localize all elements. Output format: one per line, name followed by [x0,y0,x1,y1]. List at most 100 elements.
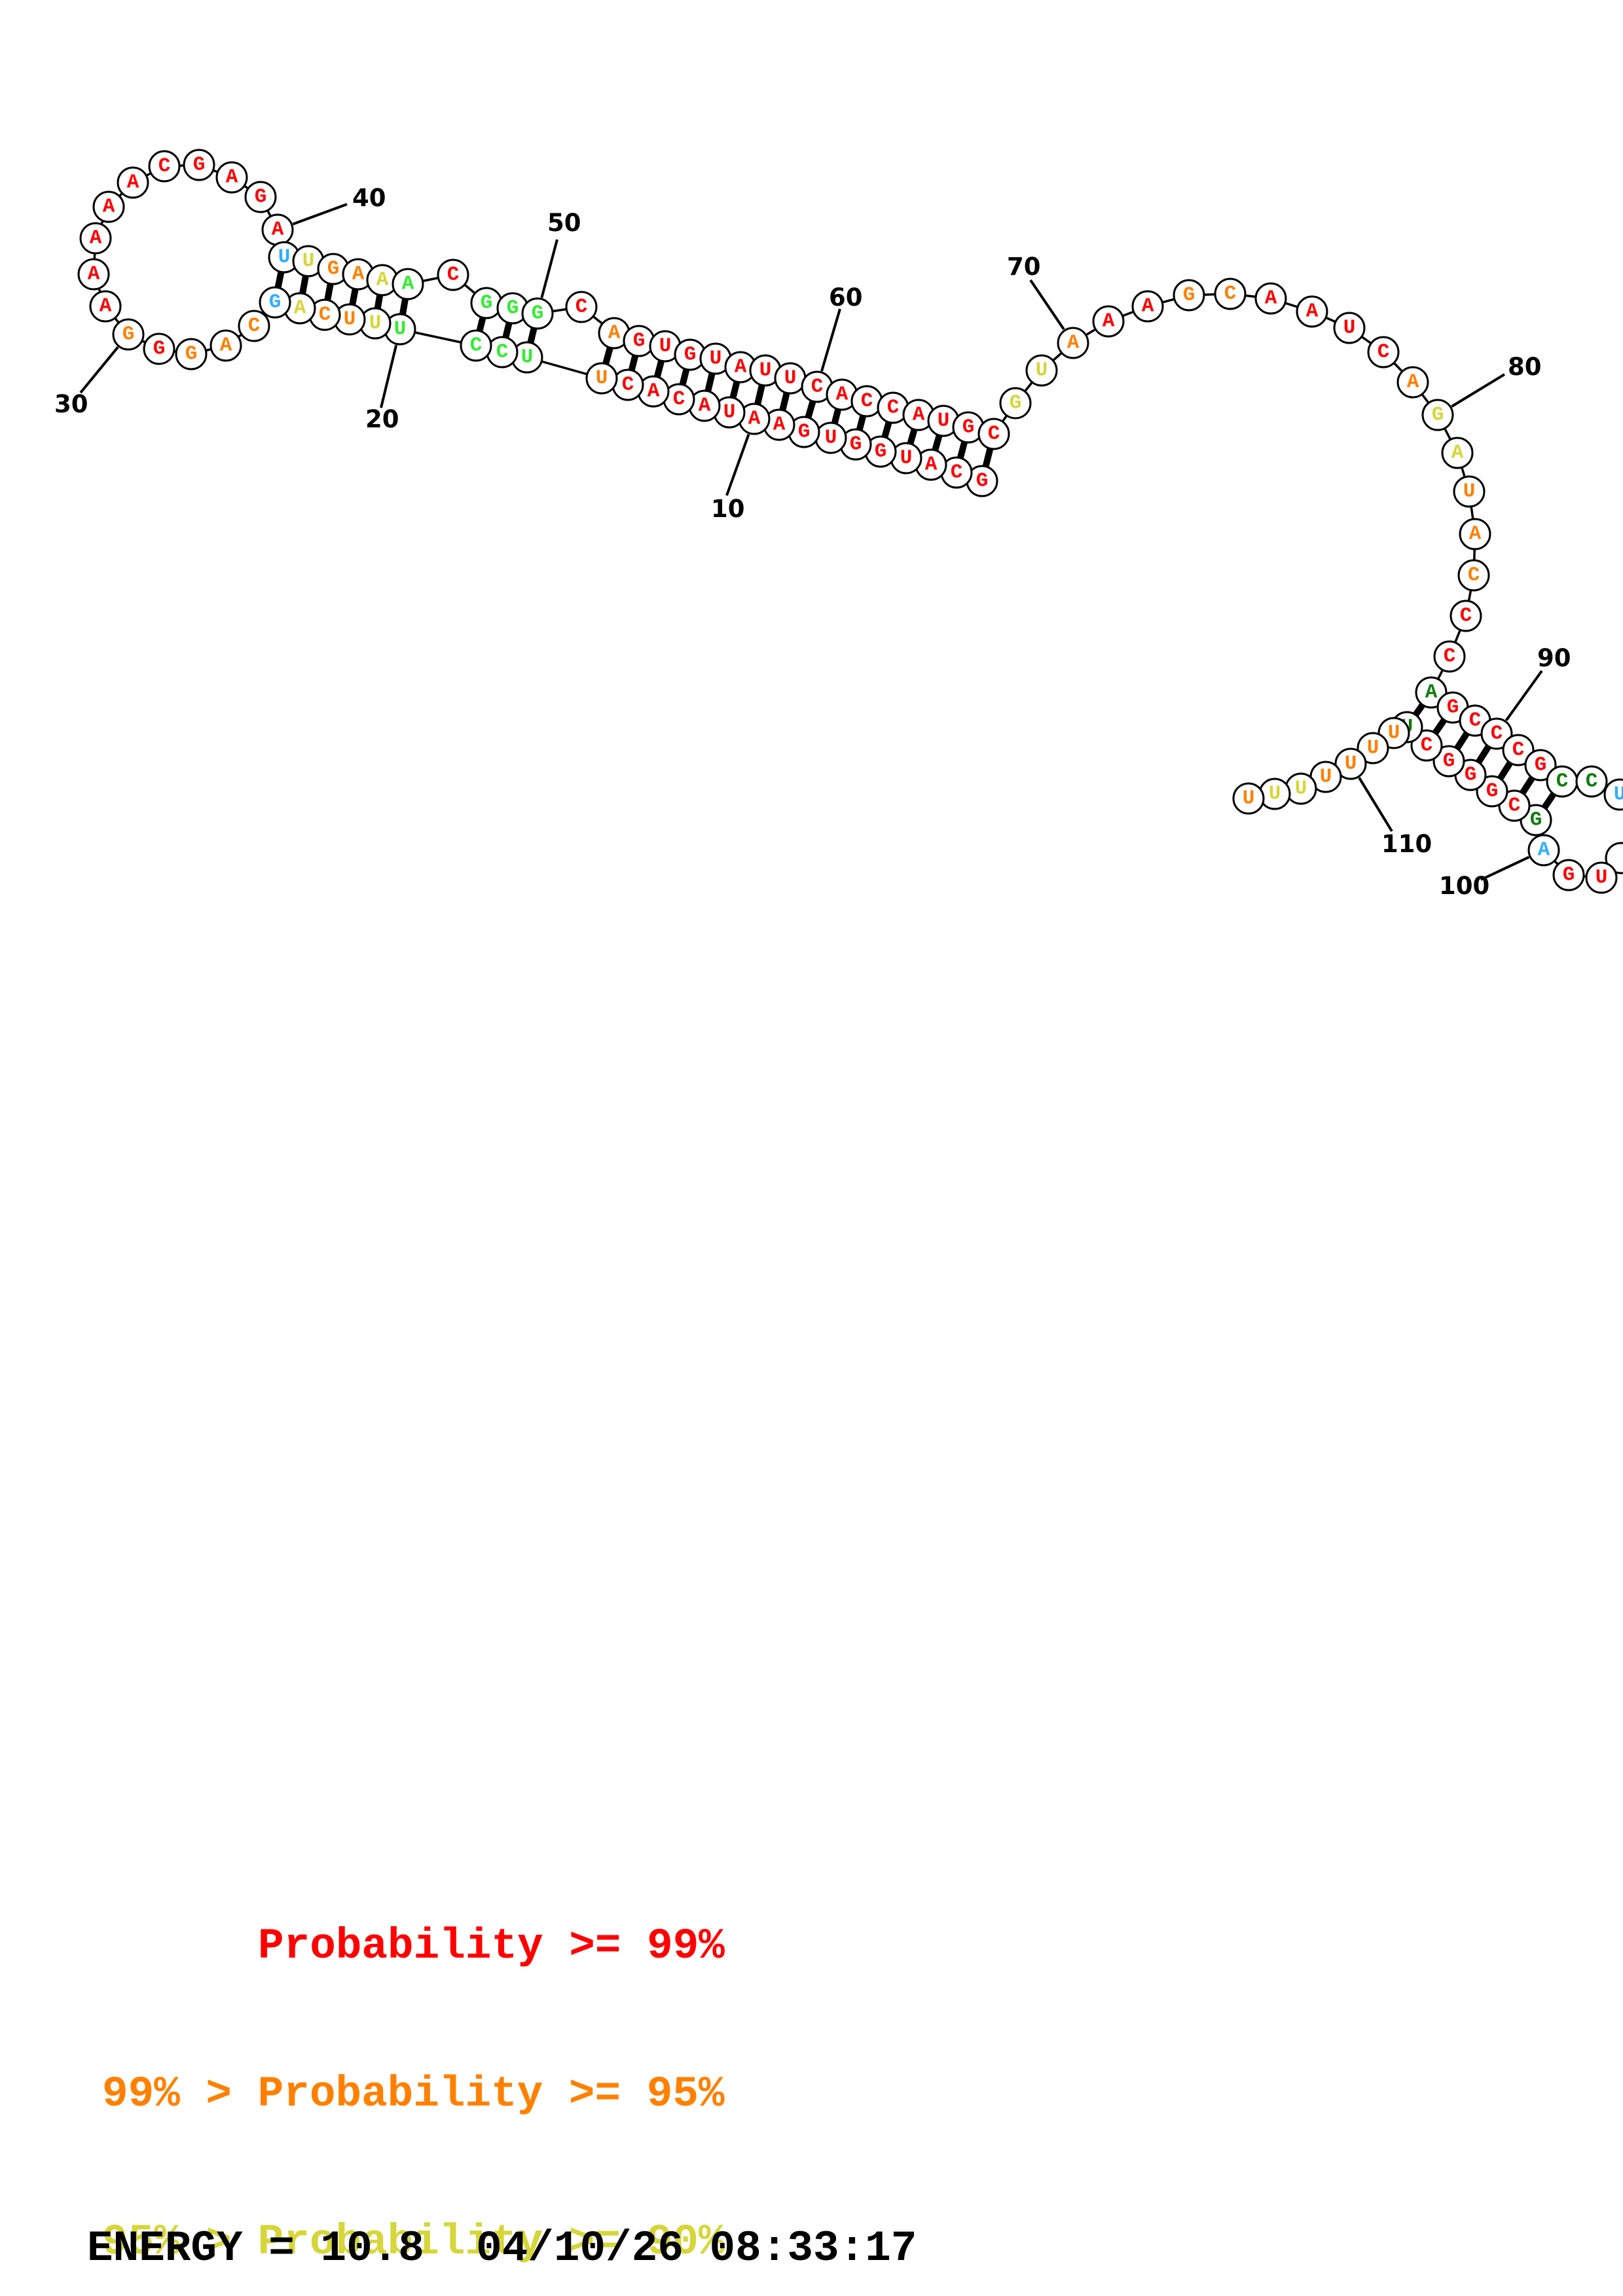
nucleotide-letter: U [1367,737,1379,760]
nucleotide-circle [1421,399,1454,431]
label-leader-line [1029,279,1065,331]
nucleotide-letter: A [1407,371,1419,394]
nucleotide-circle [1450,600,1482,632]
nucleotide-letter: A [88,263,100,286]
nucleotide-letter: C [1469,709,1482,732]
nucleotide-letter: U [1036,359,1048,382]
nucleotide-letter: G [962,416,975,439]
nucleotide-letter: A [699,395,711,418]
nucleotide: C [1367,336,1400,368]
nucleotide: A [1057,327,1089,359]
nucleotide: C [1450,600,1482,632]
nucleotide: C [1214,278,1247,310]
nucleotide-letter: U [302,250,315,273]
nucleotide-letter: G [481,292,493,315]
nucleotide: A [92,190,125,223]
nucleotide-circle [585,362,618,395]
nucleotide: A [283,292,316,325]
nucleotide-letter: A [90,227,102,250]
nucleotide-letter: C [861,390,873,413]
nucleotide-letter: U [394,318,407,341]
nucleotide-circle [89,290,122,323]
nucleotide: U [1357,732,1389,764]
nucleotide-letter: A [100,295,112,318]
nucleotide-circle [1131,290,1164,323]
nucleotide: U [1377,717,1410,749]
nucleotide-letter: A [748,408,761,431]
nucleotide-letter: C [1444,645,1456,668]
nucleotide-circle [79,222,112,255]
nucleotide-letter: U [1596,867,1608,889]
nucleotide-letter: U [1243,787,1255,810]
nucleotide-letter: A [1067,332,1080,355]
nucleotide: C [1498,789,1531,822]
nucleotide-circle [1025,354,1058,387]
nucleotide: G [999,387,1032,420]
nucleotide-letter: G [507,297,519,320]
nucleotide-letter: G [532,302,544,325]
nucleotide: G [259,286,291,319]
nucleotide-circle [1502,734,1535,766]
nucleotide-letter: A [913,404,925,427]
nucleotide: A [1527,834,1560,867]
nucleotide: G [175,338,208,370]
label-leader-line [292,203,348,226]
nucleotide-circle [143,332,175,365]
nucleotide-letter: C [1421,734,1433,757]
nucleotide-letter: C [158,155,171,178]
nucleotide-circle [1232,782,1265,815]
nucleotide-letter: U [900,447,913,470]
nucleotide-circle [210,329,242,362]
position-label: 80 [1508,353,1542,381]
nucleotide-letter: U [938,410,950,433]
nucleotide-letter: A [127,171,139,194]
nucleotide-circle [977,418,1010,450]
nucleotide-letter: C [1508,795,1521,817]
nucleotide: U [1453,475,1486,508]
nucleotide-letter: A [402,273,414,296]
nucleotide-circle [1552,859,1585,891]
nucleotide-letter: C [622,374,634,397]
nucleotide: A [1441,437,1474,469]
nucleotide-letter: A [226,166,238,189]
nucleotide-letter: A [735,356,747,379]
nucleotide: U [585,362,618,395]
nucleotide: G [788,416,820,448]
nucleotide: A [79,222,112,255]
nucleotide-letter: A [352,263,365,286]
nucleotide-letter: U [1345,753,1357,776]
nucleotide: G [1552,859,1585,891]
nucleotide-letter: G [875,440,887,463]
label-leader-line [725,433,750,496]
nucleotide-circle [1585,861,1618,894]
nucleotide-letter: C [887,397,900,420]
position-label: 30 [54,390,88,418]
nucleotide: C [850,385,883,418]
nucleotide-letter: A [1469,523,1482,546]
nucleotide-letter: A [1538,839,1550,862]
nucleotide-letter: G [633,330,646,353]
nucleotide-letter: U [759,359,772,382]
nucleotide-circle [148,150,181,183]
nucleotide-letter: C [248,315,261,338]
nucleotide-letter: U [1320,766,1332,789]
energy-status-line: ENERGY = 10.8 04/10/26 08:33:17 [87,2224,917,2273]
nucleotide-letter: A [220,334,232,357]
nucleotide-circle [1333,312,1366,344]
nucleotide-letter: G [1486,780,1499,803]
nucleotide-circle [1214,278,1247,310]
nucleotide: U [814,422,847,454]
nucleotide-letter: A [647,380,660,403]
nucleotide-letter: G [1465,764,1477,787]
nucleotide-letter: A [608,322,621,345]
nucleotide: A [215,161,248,194]
nucleotide-letter: G [1530,809,1542,832]
nucleotide: C [1433,640,1466,673]
nucleotide-circle [1357,732,1389,764]
nucleotide-letter: A [294,297,306,320]
nucleotide-letter: G [185,343,198,366]
nucleotide: G [521,297,554,330]
nucleotide-circle [1480,717,1513,750]
probability-legend: Probability >= 99% 99% > Probability >= … [102,1823,725,2296]
